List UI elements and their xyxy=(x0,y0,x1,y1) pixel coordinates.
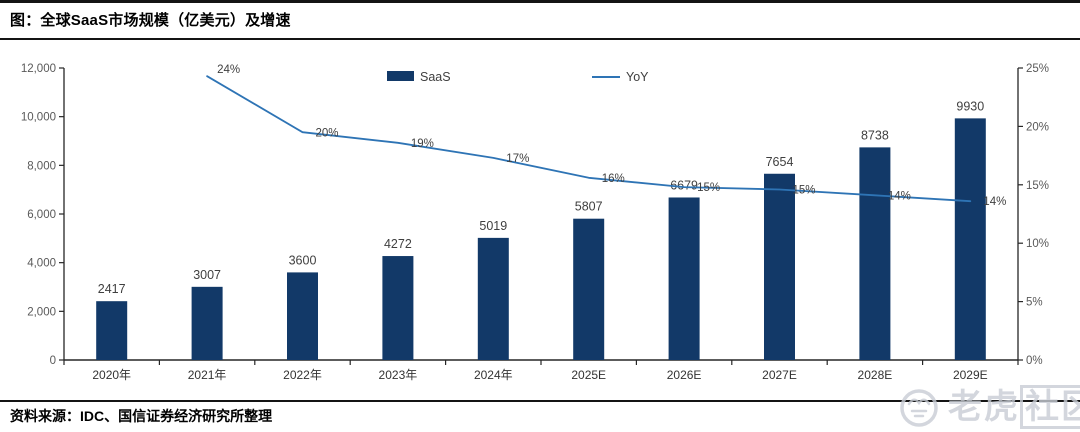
yoy-line xyxy=(206,75,972,203)
legend-saas-swatch xyxy=(387,71,414,81)
right-axis-ticks: 0% 5% 10% 15% 20% 25% xyxy=(1018,63,1049,367)
figure-title-bar: 图：全球SaaS市场规模（亿美元）及增速 xyxy=(0,0,1080,40)
left-tick-label: 8,000 xyxy=(27,160,56,172)
bar-2025E xyxy=(573,218,605,360)
x-axis-label: 2021年 xyxy=(188,368,227,382)
x-axis-label: 2027E xyxy=(762,368,797,382)
bar-value-label: 5019 xyxy=(479,219,507,233)
bar-value-label: 2417 xyxy=(98,282,126,296)
x-axis-label: 2020年 xyxy=(92,368,131,382)
bar-2029E xyxy=(954,118,986,361)
bar-value-label: 3600 xyxy=(289,253,317,267)
chart-area: 0 2,000 4,000 6,000 8,000 10,000 12,000 0% 5% 10%… xyxy=(0,40,1080,429)
yoy-point-label: 15% xyxy=(793,185,816,197)
right-tick-label: 5% xyxy=(1026,297,1043,309)
legend: SaaS YoY xyxy=(387,70,649,84)
bar-2020年 xyxy=(96,301,128,360)
yoy-point-label: 20% xyxy=(316,127,339,139)
right-tick-label: 25% xyxy=(1026,63,1049,75)
figure-title: 图：全球SaaS市场规模（亿美元）及增速 xyxy=(10,12,291,29)
yoy-point-label: 16% xyxy=(602,173,625,185)
left-axis-ticks: 0 2,000 4,000 6,000 8,000 10,000 12,000 xyxy=(21,63,64,367)
source-text: 资料来源：IDC、国信证券经济研究所整理 xyxy=(10,408,273,424)
bar-2027E xyxy=(764,173,795,360)
saas-chart-svg: 0 2,000 4,000 6,000 8,000 10,000 12,000 0% 5% 10%… xyxy=(21,63,1049,382)
right-tick-label: 20% xyxy=(1026,121,1049,133)
bar-2022年 xyxy=(287,272,318,360)
yoy-point-label: 19% xyxy=(411,138,434,150)
legend-yoy-label: YoY xyxy=(626,70,649,84)
x-axis-label: 2028E xyxy=(858,368,893,382)
x-axis-label: 2029E xyxy=(953,368,988,382)
legend-saas-label: SaaS xyxy=(420,70,451,84)
bar-2028E xyxy=(859,147,891,360)
bar-2021年 xyxy=(191,286,223,360)
bar-value-labels: 2417 3007 3600 4272 5019 5807 6679 7654 8738 9930 xyxy=(98,99,984,296)
left-tick-label: 2,000 xyxy=(27,306,56,318)
yoy-point-label: 14% xyxy=(888,190,911,202)
x-axis-label: 2026E xyxy=(667,368,702,382)
bar-value-label: 7654 xyxy=(766,155,794,169)
bar-value-label: 5807 xyxy=(575,200,603,214)
yoy-point-label: 15% xyxy=(697,182,720,194)
bar-value-label: 6679 xyxy=(670,178,698,192)
source-bar: 资料来源：IDC、国信证券经济研究所整理 xyxy=(0,400,1080,432)
x-category-labels: 2020年 2021年 2022年 2023年 2024年 2025E 2026E 2027E… xyxy=(92,368,987,382)
bars-group xyxy=(96,118,986,361)
yoy-point-label: 14% xyxy=(983,196,1006,208)
bar-2024年 xyxy=(477,237,509,360)
left-tick-label: 0 xyxy=(50,355,56,367)
yoy-line-group: 24% 20% 19% 17% 16% 15% 15% 14% 14% xyxy=(206,64,1006,208)
x-axis-ticks xyxy=(63,360,1019,365)
left-tick-label: 12,000 xyxy=(21,63,56,75)
right-tick-label: 10% xyxy=(1026,238,1049,250)
bar-value-label: 9930 xyxy=(956,99,984,113)
bar-value-label: 3007 xyxy=(193,268,221,282)
bar-2023年 xyxy=(382,256,414,360)
x-axis-label: 2024年 xyxy=(474,368,513,382)
yoy-point-label: 17% xyxy=(506,153,529,165)
x-axis-label: 2022年 xyxy=(283,368,322,382)
right-tick-label: 15% xyxy=(1026,180,1049,192)
bar-value-label: 4272 xyxy=(384,237,412,251)
x-axis-label: 2025E xyxy=(571,368,606,382)
left-tick-label: 10,000 xyxy=(21,112,56,124)
bar-value-label: 8738 xyxy=(861,128,889,142)
left-tick-label: 6,000 xyxy=(27,209,56,221)
left-tick-label: 4,000 xyxy=(27,258,56,270)
yoy-point-label: 24% xyxy=(217,64,240,76)
bar-2026E xyxy=(668,197,700,360)
x-axis-label: 2023年 xyxy=(379,368,418,382)
right-tick-label: 0% xyxy=(1026,355,1043,367)
